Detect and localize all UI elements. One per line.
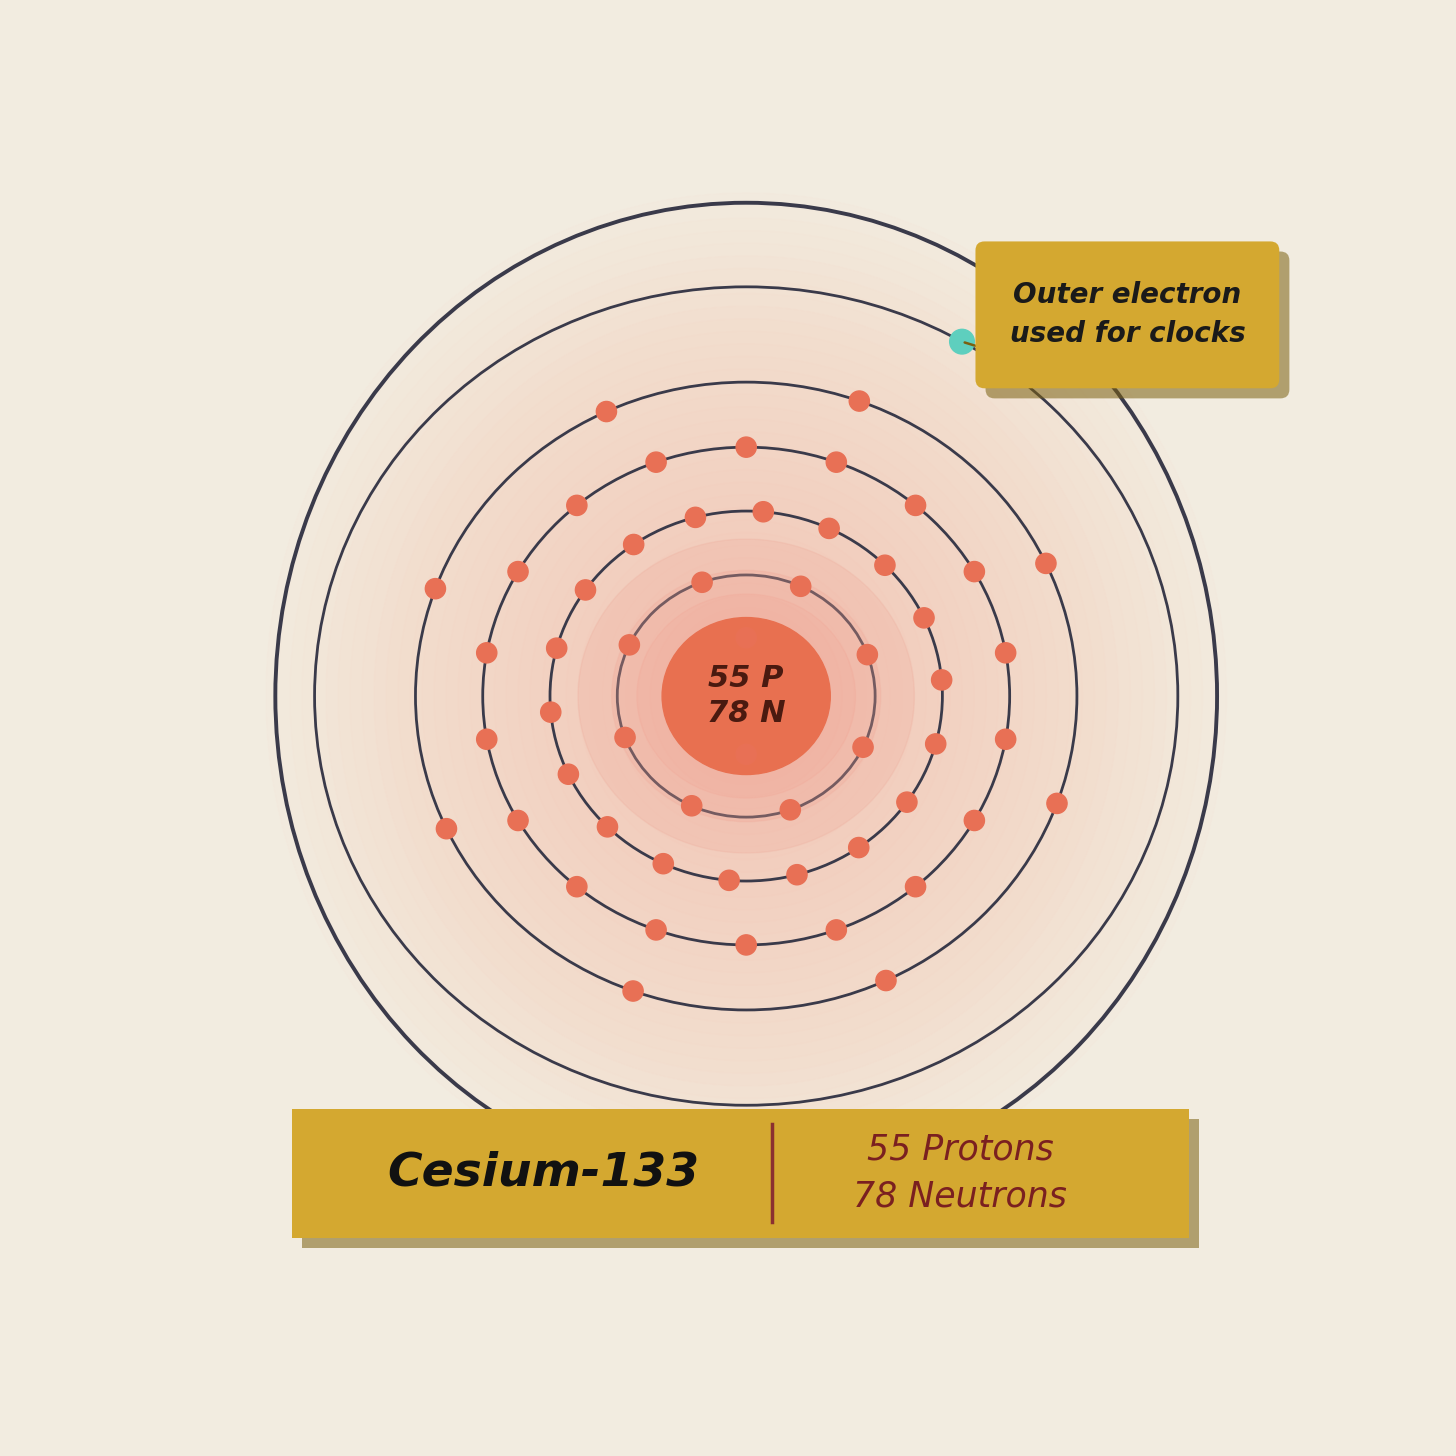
Ellipse shape bbox=[875, 555, 895, 575]
Ellipse shape bbox=[597, 402, 616, 422]
FancyBboxPatch shape bbox=[976, 242, 1280, 389]
Ellipse shape bbox=[578, 539, 914, 853]
Ellipse shape bbox=[719, 871, 740, 891]
Ellipse shape bbox=[686, 507, 706, 527]
Ellipse shape bbox=[914, 607, 935, 628]
Ellipse shape bbox=[780, 799, 801, 820]
Text: Outer electron
used for clocks: Outer electron used for clocks bbox=[1009, 281, 1245, 348]
Ellipse shape bbox=[964, 562, 984, 582]
Ellipse shape bbox=[686, 633, 807, 759]
Ellipse shape bbox=[558, 764, 578, 785]
Ellipse shape bbox=[734, 683, 759, 709]
FancyBboxPatch shape bbox=[986, 252, 1290, 399]
Ellipse shape bbox=[623, 534, 644, 555]
Ellipse shape bbox=[681, 795, 702, 815]
Ellipse shape bbox=[540, 702, 561, 722]
Ellipse shape bbox=[1035, 553, 1056, 574]
Ellipse shape bbox=[858, 645, 878, 665]
FancyBboxPatch shape bbox=[303, 1118, 1200, 1248]
Ellipse shape bbox=[737, 437, 756, 457]
Ellipse shape bbox=[508, 562, 529, 582]
Ellipse shape bbox=[612, 571, 881, 821]
Ellipse shape bbox=[699, 645, 794, 747]
Ellipse shape bbox=[753, 502, 773, 521]
Ellipse shape bbox=[737, 935, 756, 955]
Ellipse shape bbox=[853, 737, 874, 757]
Text: 55 Protons
78 Neutrons: 55 Protons 78 Neutrons bbox=[853, 1133, 1067, 1214]
Ellipse shape bbox=[877, 971, 895, 990]
Ellipse shape bbox=[619, 635, 639, 655]
Ellipse shape bbox=[849, 392, 869, 411]
Ellipse shape bbox=[566, 877, 587, 897]
Ellipse shape bbox=[566, 495, 587, 515]
Ellipse shape bbox=[722, 671, 770, 721]
Ellipse shape bbox=[926, 734, 946, 754]
Ellipse shape bbox=[508, 811, 529, 830]
Ellipse shape bbox=[826, 920, 846, 941]
Ellipse shape bbox=[737, 628, 756, 648]
Ellipse shape bbox=[711, 658, 782, 734]
Ellipse shape bbox=[597, 817, 617, 837]
Ellipse shape bbox=[786, 865, 807, 885]
Ellipse shape bbox=[575, 579, 596, 600]
Ellipse shape bbox=[425, 578, 446, 598]
Ellipse shape bbox=[906, 495, 926, 515]
Ellipse shape bbox=[737, 744, 756, 764]
Ellipse shape bbox=[636, 594, 856, 798]
Ellipse shape bbox=[623, 981, 644, 1002]
Ellipse shape bbox=[614, 728, 635, 747]
Ellipse shape bbox=[437, 818, 457, 839]
Ellipse shape bbox=[932, 670, 952, 690]
Ellipse shape bbox=[662, 617, 830, 775]
Ellipse shape bbox=[791, 577, 811, 597]
Ellipse shape bbox=[692, 572, 712, 593]
Ellipse shape bbox=[964, 811, 984, 830]
Ellipse shape bbox=[906, 877, 926, 897]
Ellipse shape bbox=[674, 620, 818, 772]
Ellipse shape bbox=[820, 518, 839, 539]
Ellipse shape bbox=[826, 451, 846, 472]
Ellipse shape bbox=[996, 729, 1016, 750]
Ellipse shape bbox=[646, 920, 667, 941]
Ellipse shape bbox=[897, 792, 917, 812]
Ellipse shape bbox=[476, 642, 496, 662]
Ellipse shape bbox=[476, 729, 496, 750]
Ellipse shape bbox=[849, 837, 869, 858]
Ellipse shape bbox=[546, 638, 566, 658]
Ellipse shape bbox=[654, 853, 673, 874]
Ellipse shape bbox=[1047, 794, 1067, 814]
Ellipse shape bbox=[646, 451, 667, 472]
Ellipse shape bbox=[996, 642, 1016, 662]
Text: 55 P
78 N: 55 P 78 N bbox=[706, 664, 786, 728]
FancyBboxPatch shape bbox=[293, 1108, 1190, 1238]
Text: Cesium-133: Cesium-133 bbox=[387, 1150, 699, 1195]
Ellipse shape bbox=[949, 329, 974, 354]
